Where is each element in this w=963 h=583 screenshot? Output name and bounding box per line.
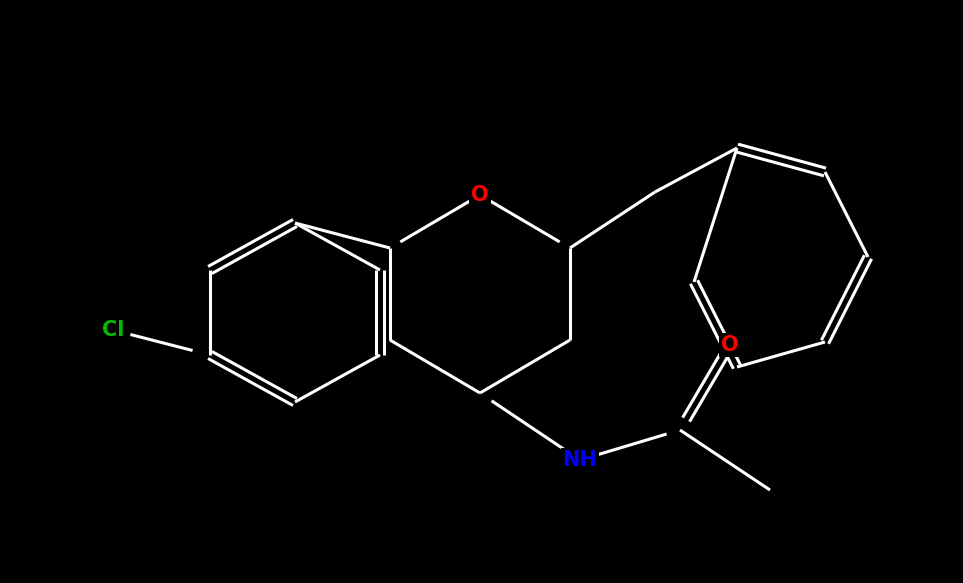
- Text: Cl: Cl: [102, 320, 124, 340]
- Text: NH: NH: [562, 450, 597, 470]
- Text: O: O: [471, 185, 489, 205]
- Text: O: O: [721, 335, 739, 355]
